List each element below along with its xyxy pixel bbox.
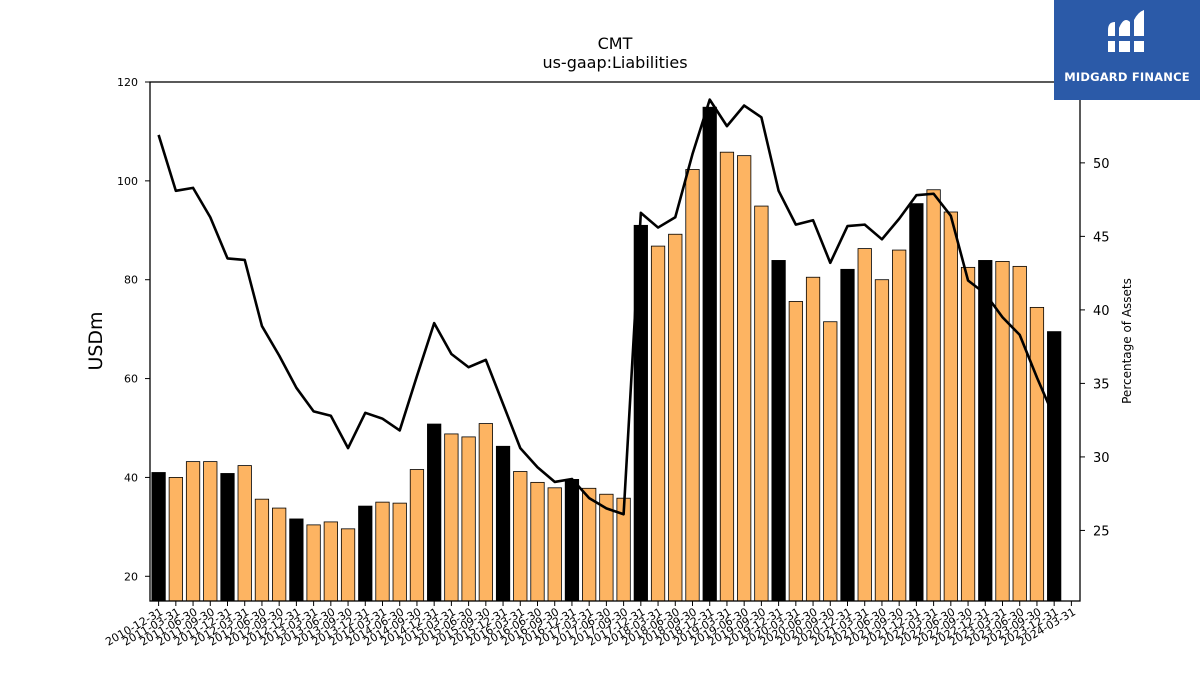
- bar: [375, 501, 390, 602]
- bar: [323, 521, 338, 602]
- y2-tick-label: 25: [1093, 524, 1110, 539]
- y-tick-label: 100: [117, 175, 138, 188]
- bar: [478, 423, 493, 602]
- bar: [582, 487, 597, 602]
- bar: [719, 151, 735, 602]
- y2-tick-label: 40: [1093, 304, 1110, 319]
- y-tick-label: 120: [117, 76, 138, 89]
- bar: [513, 471, 528, 602]
- bar: [358, 505, 373, 602]
- bar: [185, 461, 201, 602]
- bar: [737, 155, 752, 602]
- chart-subtitle: us-gaap:Liabilities: [542, 53, 687, 72]
- bar: [444, 433, 459, 602]
- bar: [530, 481, 545, 602]
- bar: [289, 518, 304, 602]
- y-tick-label: 40: [124, 471, 138, 484]
- bar: [237, 465, 252, 602]
- bar: [427, 423, 442, 602]
- bar: [874, 279, 890, 602]
- bar: [685, 169, 700, 602]
- bar: [203, 461, 218, 602]
- bar: [409, 469, 425, 602]
- bar: [926, 189, 941, 602]
- bar: [892, 249, 907, 602]
- y2-tick-label: 30: [1093, 451, 1110, 466]
- bar: [978, 260, 993, 602]
- bar: [461, 436, 476, 602]
- y-axis-label: USDm: [85, 311, 107, 370]
- bar: [823, 321, 838, 602]
- y-tick-label: 80: [124, 274, 138, 287]
- bar: [788, 301, 803, 602]
- plot-area: 204060801001202530354045502010-12-312011…: [103, 76, 1109, 649]
- bar: [805, 276, 821, 602]
- bar: [151, 472, 166, 602]
- logo-mark-icon: [1106, 10, 1146, 52]
- bar: [272, 507, 287, 602]
- bar: [1029, 306, 1045, 602]
- y-tick-label: 20: [124, 570, 138, 583]
- brand-logo: MIDGARD FINANCE: [1054, 0, 1200, 100]
- bar: [220, 473, 235, 602]
- bar: [168, 477, 183, 602]
- bar: [1012, 265, 1027, 602]
- bar: [668, 233, 683, 602]
- bar: [306, 524, 321, 602]
- y2-tick-label: 50: [1093, 157, 1110, 172]
- plot-frame: [149, 81, 1081, 602]
- bar: [650, 245, 666, 602]
- bar: [340, 528, 356, 602]
- logo-text: MIDGARD FINANCE: [1064, 70, 1190, 84]
- bar: [909, 203, 924, 602]
- bar: [857, 248, 872, 602]
- bar: [1047, 331, 1062, 602]
- y2-tick-label: 45: [1093, 230, 1110, 245]
- bar: [547, 487, 562, 602]
- bar: [254, 498, 270, 602]
- y2-axis-label: Percentage of Assets: [1120, 278, 1134, 404]
- chart-title: CMT: [598, 34, 633, 53]
- bar: [771, 260, 786, 602]
- y-tick-label: 60: [124, 373, 138, 386]
- bar: [754, 205, 769, 602]
- bar: [943, 211, 958, 602]
- bar: [960, 266, 976, 602]
- y2-tick-label: 35: [1093, 377, 1110, 392]
- bar: [495, 445, 511, 602]
- bar: [840, 268, 855, 602]
- bar: [392, 502, 407, 602]
- bar: [702, 106, 717, 602]
- percentage-line: [157, 98, 1056, 516]
- bar: [564, 479, 580, 602]
